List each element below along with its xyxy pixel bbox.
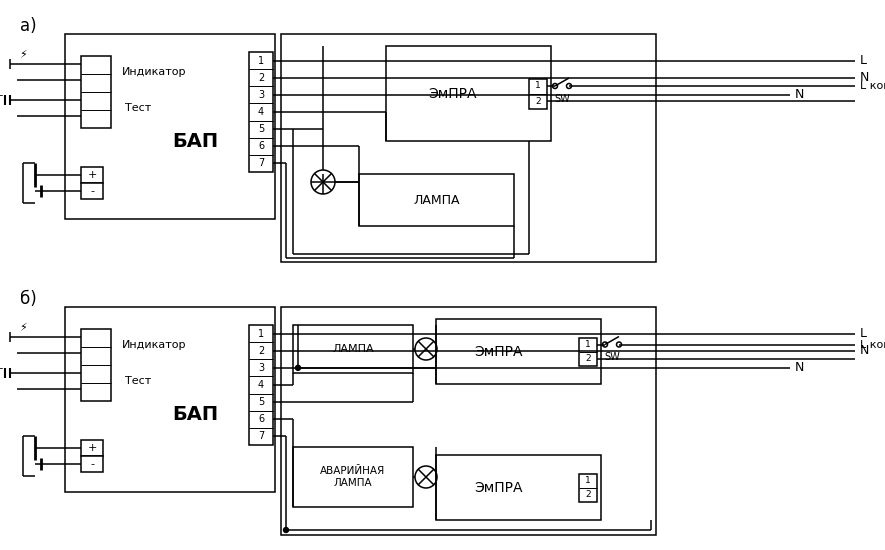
Bar xyxy=(436,455,601,520)
Text: L ком: L ком xyxy=(860,81,885,91)
Text: N: N xyxy=(795,361,804,375)
Text: T: T xyxy=(0,95,3,105)
Text: L: L xyxy=(860,327,867,340)
Text: 5: 5 xyxy=(258,124,264,134)
Text: 3: 3 xyxy=(258,90,264,100)
Circle shape xyxy=(283,527,289,532)
Bar xyxy=(81,167,103,183)
Text: 4: 4 xyxy=(258,380,264,390)
Bar xyxy=(281,34,656,262)
Text: L: L xyxy=(860,54,867,67)
Text: 2: 2 xyxy=(585,354,591,363)
Text: 2: 2 xyxy=(535,96,541,106)
Text: SW: SW xyxy=(554,94,570,104)
Bar xyxy=(81,456,103,472)
Text: ⚡: ⚡ xyxy=(19,50,27,60)
Bar xyxy=(81,440,103,456)
Bar xyxy=(281,307,656,535)
Text: 1: 1 xyxy=(535,81,541,91)
Text: 2: 2 xyxy=(258,73,264,82)
Text: N: N xyxy=(860,71,869,84)
Text: ЛАМПА: ЛАМПА xyxy=(332,344,373,354)
Text: Индикатор: Индикатор xyxy=(122,67,186,77)
Bar xyxy=(529,79,547,108)
Text: Тест: Тест xyxy=(125,103,151,113)
Text: ⚡: ⚡ xyxy=(19,323,27,333)
Bar xyxy=(249,52,273,172)
Text: +: + xyxy=(88,443,96,453)
Text: 3: 3 xyxy=(258,363,264,373)
Bar xyxy=(293,325,413,373)
Text: +: + xyxy=(88,170,96,180)
Text: ЭмПРА: ЭмПРА xyxy=(474,481,523,494)
Text: SW: SW xyxy=(604,353,620,362)
Bar xyxy=(359,174,514,226)
Bar xyxy=(65,307,275,492)
Text: 2: 2 xyxy=(585,490,591,499)
Text: 1: 1 xyxy=(585,340,591,349)
Text: БАП: БАП xyxy=(173,132,219,151)
Text: 2: 2 xyxy=(258,346,264,356)
Bar xyxy=(65,34,275,219)
Bar xyxy=(436,319,601,384)
Text: 7: 7 xyxy=(258,158,264,168)
Text: ЭмПРА: ЭмПРА xyxy=(474,344,523,359)
Text: Тест: Тест xyxy=(125,376,151,386)
Text: 5: 5 xyxy=(258,397,264,407)
Text: N: N xyxy=(860,344,869,357)
Text: Индикатор: Индикатор xyxy=(122,340,186,350)
Bar xyxy=(579,338,597,366)
Text: 6: 6 xyxy=(258,141,264,151)
Bar xyxy=(81,329,111,401)
Text: 4: 4 xyxy=(258,107,264,117)
Text: -: - xyxy=(90,186,94,196)
Text: ЭмПРА: ЭмПРА xyxy=(427,86,476,101)
Bar xyxy=(293,447,413,507)
Bar xyxy=(386,46,551,141)
Text: 7: 7 xyxy=(258,431,264,442)
Circle shape xyxy=(296,365,301,370)
Text: 1: 1 xyxy=(258,328,264,339)
Bar xyxy=(81,56,111,128)
Bar xyxy=(249,325,273,445)
Text: а): а) xyxy=(20,17,36,35)
Text: 1: 1 xyxy=(258,56,264,65)
Text: L ком: L ком xyxy=(860,339,885,349)
Text: 6: 6 xyxy=(258,414,264,424)
Text: T: T xyxy=(0,368,3,378)
Text: БАП: БАП xyxy=(173,405,219,424)
Text: N: N xyxy=(795,89,804,101)
Text: -: - xyxy=(90,459,94,469)
Text: АВАРИЙНАЯ
ЛАМПА: АВАРИЙНАЯ ЛАМПА xyxy=(320,466,386,488)
Text: 1: 1 xyxy=(585,476,591,485)
Text: ЛАМПА: ЛАМПА xyxy=(413,194,459,206)
Bar xyxy=(579,474,597,502)
Text: б): б) xyxy=(20,290,37,308)
Bar xyxy=(81,183,103,199)
